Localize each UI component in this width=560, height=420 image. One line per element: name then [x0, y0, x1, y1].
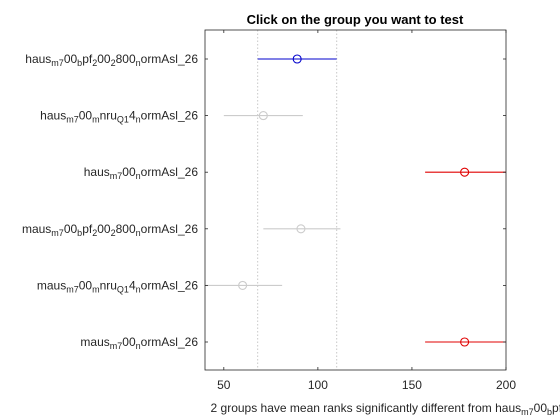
- group-label-part: ormAsl_26: [141, 278, 199, 292]
- x-tick-label: 150: [402, 378, 422, 392]
- group-label-part: 00: [64, 52, 78, 66]
- group-label-part: ormAsl_26: [141, 109, 199, 123]
- group-label-part: 00: [79, 109, 93, 123]
- group-label-part: n: [136, 115, 141, 125]
- group-label-part: 4: [129, 109, 136, 123]
- mean-marker[interactable]: [296, 224, 306, 234]
- plot-frame: [204, 29, 507, 371]
- group-label-part: 00: [122, 165, 136, 179]
- group-label: hausm700normAsl_26: [84, 165, 199, 181]
- mean-marker[interactable]: [238, 280, 248, 290]
- mean-marker[interactable]: [292, 54, 302, 64]
- x-axis-label: 2 groups have mean ranks significantly d…: [211, 401, 560, 417]
- group-intervals[interactable]: [205, 54, 506, 347]
- group-label-part: 4: [129, 278, 136, 292]
- chart-title: Click on the group you want to test: [247, 12, 464, 27]
- group-label-part: 2: [92, 228, 97, 238]
- group-label: mausm700normAsl_26: [80, 335, 198, 351]
- group-label-part: 00: [79, 278, 93, 292]
- group-label-part: m7: [66, 115, 79, 125]
- mean-marker[interactable]: [258, 111, 268, 121]
- group-label-part: 00: [64, 222, 78, 236]
- group-label-part: maus: [80, 335, 109, 349]
- group-label-part: 2: [92, 58, 97, 68]
- group-label-part: maus: [22, 222, 51, 236]
- y-axis-labels: hausm700bpf2002800normAsl_26hausm700mnru…: [22, 52, 198, 351]
- group-label-part: nru: [100, 109, 117, 123]
- reference-lines: [257, 30, 338, 370]
- group-label-part: haus: [40, 109, 66, 123]
- x-axis-ticks: 50 100 150 200: [205, 30, 516, 392]
- group-label-part: 00: [97, 52, 111, 66]
- group-label-part: n: [136, 228, 141, 238]
- group-label: hausm700mnruQ14normAsl_26: [40, 109, 198, 125]
- group-label-part: m7: [110, 171, 123, 181]
- mean-marker[interactable]: [460, 337, 470, 347]
- group-interval[interactable]: [205, 280, 283, 290]
- group-label: mausm700mnruQ14normAsl_26: [37, 278, 198, 294]
- x-axis-label-part: m7: [521, 407, 534, 417]
- x-tick-label: 50: [217, 378, 231, 392]
- mean-marker[interactable]: [460, 167, 470, 177]
- group-label: hausm700bpf2002800normAsl_26: [25, 52, 198, 68]
- group-label-part: 00: [122, 335, 136, 349]
- group-interval[interactable]: [425, 167, 506, 177]
- group-label-part: m: [92, 115, 100, 125]
- group-label-part: haus: [25, 52, 51, 66]
- group-interval[interactable]: [223, 111, 303, 121]
- group-label-part: pf: [82, 222, 93, 236]
- group-label-part: Q1: [117, 115, 129, 125]
- x-axis-label-part: b: [547, 407, 552, 417]
- group-label-part: m7: [66, 284, 79, 294]
- group-label-part: ormAsl_26: [141, 165, 199, 179]
- group-label-part: 2: [111, 228, 116, 238]
- group-label-part: m7: [110, 341, 123, 351]
- group-interval[interactable]: [263, 224, 341, 234]
- x-axis-label-part: 2 groups have mean ranks significantly d…: [211, 401, 522, 415]
- group-label-part: m7: [51, 58, 64, 68]
- group-label-part: Q1: [117, 284, 129, 294]
- group-label-part: 800: [116, 222, 136, 236]
- group-label-part: maus: [37, 278, 66, 292]
- group-interval[interactable]: [425, 337, 506, 347]
- group-label-part: ormAsl_26: [141, 222, 199, 236]
- group-label-part: 00: [97, 222, 111, 236]
- group-label-part: n: [136, 58, 141, 68]
- x-tick-label: 100: [308, 378, 328, 392]
- group-label: mausm700bpf2002800normAsl_26: [22, 222, 198, 238]
- group-label-part: 800: [116, 52, 136, 66]
- group-interval[interactable]: [257, 54, 337, 64]
- group-label-part: haus: [84, 165, 110, 179]
- x-tick-label: 200: [496, 378, 516, 392]
- group-label-part: nru: [100, 278, 117, 292]
- group-label-part: b: [77, 228, 82, 238]
- x-axis-label-part: 00: [534, 401, 548, 415]
- group-label-part: m: [92, 284, 100, 294]
- group-label-part: ormAsl_26: [141, 335, 199, 349]
- group-label-part: n: [136, 341, 141, 351]
- group-label-part: pf: [82, 52, 93, 66]
- x-axis-label-part: pf: [552, 401, 560, 415]
- group-label-part: n: [136, 284, 141, 294]
- group-label-part: 2: [111, 58, 116, 68]
- group-label-part: b: [77, 58, 82, 68]
- group-label-part: m7: [51, 228, 64, 238]
- group-label-part: n: [136, 171, 141, 181]
- group-label-part: ormAsl_26: [141, 52, 199, 66]
